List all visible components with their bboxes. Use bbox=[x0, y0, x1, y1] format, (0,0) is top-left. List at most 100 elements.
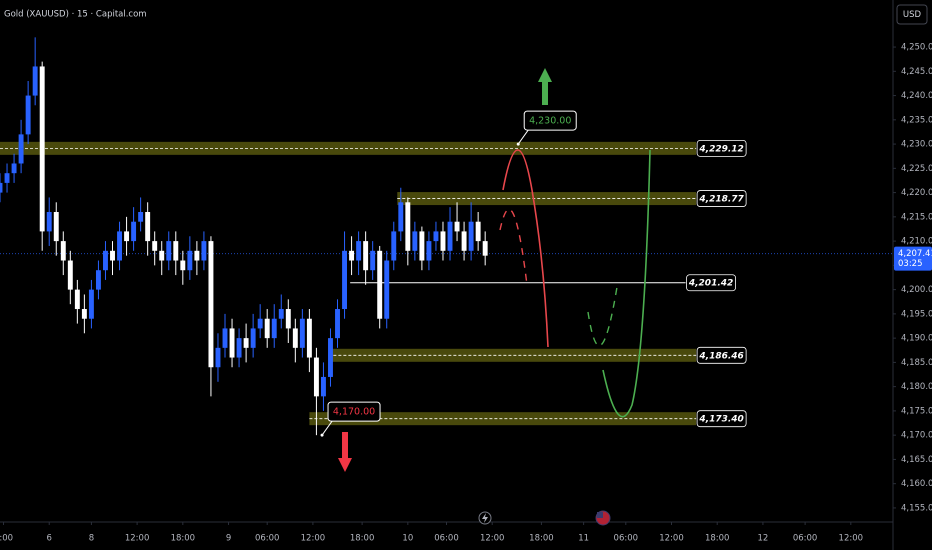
candle-body bbox=[32, 66, 38, 96]
candle-body bbox=[208, 241, 214, 368]
candle-body bbox=[173, 241, 179, 261]
candle-body bbox=[306, 318, 312, 358]
projection-curve bbox=[587, 286, 618, 347]
y-tick-label: 4,190.00 bbox=[901, 334, 932, 344]
candle-body bbox=[433, 231, 439, 242]
currency-box bbox=[896, 4, 928, 25]
x-tick-label: 06:00 bbox=[434, 534, 459, 544]
candle-body bbox=[131, 221, 137, 242]
flag-icon bbox=[597, 512, 603, 518]
candle-body bbox=[454, 221, 460, 232]
candle-body bbox=[377, 250, 383, 319]
x-tick-label: 12:00 bbox=[839, 534, 864, 544]
level-label: 4,218.77 bbox=[698, 195, 744, 205]
candle-body bbox=[482, 241, 488, 256]
candle-body bbox=[215, 347, 221, 368]
candle-body bbox=[320, 376, 326, 397]
candle-body bbox=[285, 309, 291, 329]
candle-body bbox=[243, 338, 249, 348]
x-tick-label: 18:00 bbox=[529, 534, 554, 544]
chart-title: Gold (XAUUSD) · 15 · Capital.com bbox=[4, 10, 147, 20]
candle-body bbox=[349, 250, 355, 261]
y-tick-label: 4,235.00 bbox=[901, 115, 932, 125]
x-tick-label: 8:00 bbox=[0, 534, 13, 544]
callout-label: 4,230.00 bbox=[529, 116, 571, 127]
candle-body bbox=[145, 212, 151, 242]
candle-body bbox=[187, 250, 193, 271]
candle-body bbox=[110, 250, 115, 261]
callout-box bbox=[327, 401, 381, 422]
candle-body bbox=[117, 231, 122, 261]
candle-body bbox=[180, 260, 186, 271]
x-tick-label: 12 bbox=[758, 534, 769, 544]
projection-curve bbox=[602, 149, 651, 418]
x-tick-label: 12:00 bbox=[125, 534, 150, 544]
x-tick-label: 12:00 bbox=[301, 534, 326, 544]
candle-body bbox=[278, 309, 284, 319]
callout-box bbox=[523, 110, 577, 131]
candle-body bbox=[299, 318, 305, 348]
candle-body bbox=[60, 241, 66, 261]
callout-pointer bbox=[321, 420, 333, 436]
currency: USD bbox=[903, 10, 922, 20]
candle-body bbox=[138, 212, 144, 222]
candle-body bbox=[328, 338, 333, 377]
candle-body bbox=[166, 241, 172, 261]
callout-pointer bbox=[517, 129, 529, 145]
x-tick-label: 8 bbox=[89, 534, 94, 544]
candle-body bbox=[405, 202, 411, 251]
x-tick-label: 10 bbox=[402, 534, 413, 544]
candle-body bbox=[152, 241, 158, 251]
x-tick-label: 11 bbox=[578, 534, 589, 544]
x-tick-label: 12:00 bbox=[480, 534, 505, 544]
candle-body bbox=[356, 241, 362, 261]
candle-body bbox=[0, 182, 3, 193]
y-tick-label: 4,225.00 bbox=[901, 164, 932, 174]
x-tick-label: 12:00 bbox=[659, 534, 684, 544]
candle-body bbox=[18, 134, 24, 164]
candle-body bbox=[440, 231, 446, 251]
candle-body bbox=[363, 241, 369, 271]
y-tick-label: 4,165.00 bbox=[901, 455, 932, 465]
y-tick-label: 4,180.00 bbox=[901, 382, 932, 392]
projection-curve bbox=[499, 208, 528, 286]
candle-body bbox=[342, 250, 348, 310]
level-label: 4,173.40 bbox=[698, 415, 743, 425]
up-arrow bbox=[538, 68, 552, 105]
candle-body bbox=[53, 212, 59, 242]
candle-body bbox=[370, 250, 376, 271]
level-label-box bbox=[696, 346, 747, 364]
y-tick-label: 4,170.00 bbox=[901, 431, 932, 441]
candle-body bbox=[257, 318, 263, 329]
candle-body bbox=[419, 231, 425, 261]
y-tick-label: 4,185.00 bbox=[901, 358, 932, 368]
y-tick-label: 4,175.00 bbox=[901, 406, 932, 416]
x-tick-label: 18:00 bbox=[350, 534, 375, 544]
candle-body bbox=[391, 231, 397, 261]
candle-body bbox=[426, 241, 432, 261]
y-tick-label: 4,250.00 bbox=[901, 43, 932, 53]
candle-body bbox=[264, 318, 270, 339]
x-tick-label: 9 bbox=[226, 534, 231, 544]
candle-body bbox=[11, 163, 17, 174]
candle-body bbox=[194, 250, 200, 261]
candle-body bbox=[229, 328, 235, 358]
level-zone bbox=[309, 412, 697, 426]
y-tick-label: 4,230.00 bbox=[901, 140, 932, 150]
projection-curve bbox=[502, 149, 549, 348]
down-arrow bbox=[338, 432, 352, 472]
candle-body bbox=[222, 328, 228, 348]
candle-body bbox=[447, 221, 453, 251]
y-tick-label: 4,200.00 bbox=[901, 285, 932, 295]
candle-body bbox=[46, 212, 52, 232]
projection-overlay bbox=[338, 68, 651, 526]
y-tick-label: 4,245.00 bbox=[901, 67, 932, 77]
countdown: 03:25 bbox=[898, 259, 923, 269]
x-tick-label: 06:00 bbox=[793, 534, 818, 544]
level-zone bbox=[0, 141, 697, 155]
level-label-box bbox=[696, 190, 747, 207]
x-tick-label: 18:00 bbox=[705, 534, 730, 544]
x-tick-label: 18:00 bbox=[171, 534, 196, 544]
y-tick-label: 4,210.00 bbox=[901, 237, 932, 247]
